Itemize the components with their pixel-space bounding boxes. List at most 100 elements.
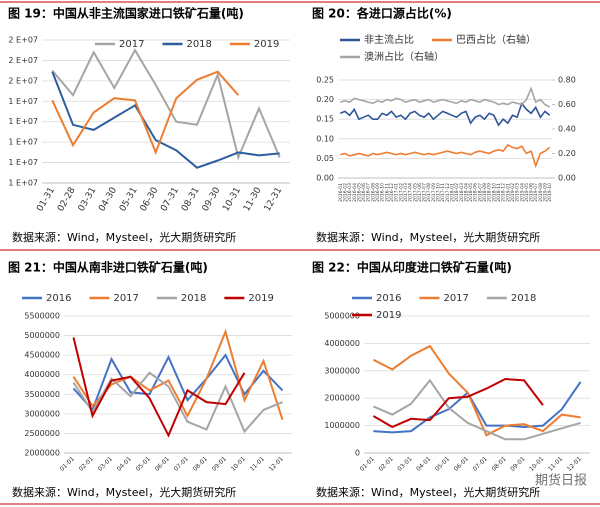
series-line xyxy=(372,377,544,429)
watermark: 期货日报 xyxy=(535,473,587,489)
x-tick-label: 2019-10 xyxy=(547,183,553,202)
x-tick-label: 04-01 xyxy=(116,455,133,472)
legend-label: 2017 xyxy=(119,39,144,50)
y-tick-label: 0.05 xyxy=(316,154,334,163)
x-tick-label: 06-01 xyxy=(154,455,171,472)
y-tick-label: 0.20 xyxy=(316,95,334,104)
chart-title: 图 19：中国从非主流国家进口铁矿石量(吨) xyxy=(8,6,244,21)
y-tick-label: 5000000 xyxy=(24,331,60,340)
y2-tick-label: 0.40 xyxy=(558,125,576,134)
legend-label: 2019 xyxy=(254,39,279,50)
y-tick-label: 0.00 xyxy=(316,174,334,183)
series-line xyxy=(51,71,280,169)
x-tick-label: 2017-08 xyxy=(426,183,432,202)
x-tick-label: 2017-07 xyxy=(422,183,428,202)
x-tick-label: 10-01 xyxy=(230,455,247,472)
x-tick-label: 2016-09 xyxy=(375,183,381,202)
x-tick-label: 10-01 xyxy=(528,455,545,472)
x-tick-label: 09-30 xyxy=(201,186,223,214)
x-tick-label: 2019-05 xyxy=(524,183,530,202)
legend-label: 2016 xyxy=(46,293,71,304)
x-tick-label: 2018-04 xyxy=(463,183,469,202)
series-line xyxy=(372,344,581,437)
series-line xyxy=(51,48,281,161)
series-line xyxy=(72,371,283,434)
chart-title: 图 20：各进口源占比(%) xyxy=(312,6,452,21)
series-line xyxy=(373,378,581,441)
x-tick-label: 03-01 xyxy=(396,455,413,472)
chart-title: 图 22：中国从印度进口铁矿石量(吨) xyxy=(312,260,512,275)
x-tick-label: 2017-03 xyxy=(403,183,409,202)
x-tick-label: 03-31 xyxy=(77,186,99,214)
x-tick-label: 2019-08 xyxy=(538,183,544,202)
legend-label: 2019 xyxy=(376,310,401,321)
y-tick-label: 5500000 xyxy=(24,312,60,321)
series-line xyxy=(340,86,551,108)
x-tick-label: 07-01 xyxy=(472,455,489,472)
x-tick-label: 2018-02 xyxy=(454,183,460,202)
x-tick-label: 2019-03 xyxy=(515,183,521,202)
x-tick-label: 2019-09 xyxy=(543,183,549,202)
y-tick-label: 4500000 xyxy=(24,351,60,360)
y-tick-label: 2000000 xyxy=(24,449,60,458)
y-tick-label: 1 E+07 xyxy=(8,138,38,147)
x-tick-label: 2018-05 xyxy=(468,183,474,202)
y-tick-label: 2 E+07 xyxy=(8,36,38,45)
x-tick-label: 06-30 xyxy=(139,186,161,214)
y-tick-label: 5000000 xyxy=(324,312,360,321)
x-tick-label: 03-01 xyxy=(97,455,114,472)
legend-label: 巴西占比（右轴） xyxy=(456,33,536,46)
x-tick-label: 2017-06 xyxy=(417,183,423,202)
x-tick-label: 2016-05 xyxy=(356,183,362,202)
x-tick-label: 07-31 xyxy=(159,186,181,214)
y-tick-label: 2 E+07 xyxy=(8,76,38,85)
series-line xyxy=(373,381,582,434)
y-tick-label: 0.15 xyxy=(316,115,334,124)
x-tick-label: 12-31 xyxy=(263,186,285,214)
y-tick-label: 0.25 xyxy=(316,76,334,85)
x-tick-label: 12-01 xyxy=(566,455,583,472)
series-line xyxy=(72,337,246,438)
x-tick-label: 2018-06 xyxy=(473,183,479,202)
y2-tick-label: 0.20 xyxy=(558,149,576,158)
y2-tick-label: 0.60 xyxy=(558,100,576,109)
y-tick-label: 1 E+07 xyxy=(8,117,38,126)
x-tick-label: 2017-12 xyxy=(445,183,451,202)
y-tick-label: 3500000 xyxy=(24,390,60,399)
x-tick-label: 05-31 xyxy=(118,186,140,214)
x-tick-label: 09-01 xyxy=(211,455,228,472)
y-tick-label: 1 E+07 xyxy=(8,97,38,106)
y-tick-label: 4000000 xyxy=(24,370,60,379)
y2-tick-label: 0.80 xyxy=(558,76,576,85)
y2-tick-label: 0.00 xyxy=(558,174,576,183)
x-tick-label: 2018-08 xyxy=(482,183,488,202)
x-tick-label: 01-31 xyxy=(35,186,57,214)
y-tick-label: 3000000 xyxy=(24,409,60,418)
y-tick-label: 2 E+07 xyxy=(8,56,38,65)
legend-label: 2017 xyxy=(113,293,138,304)
legend-label: 非主流占比 xyxy=(364,33,414,46)
x-tick-label: 2018-10 xyxy=(491,183,497,202)
x-tick-label: 2019-04 xyxy=(519,183,525,202)
legend-label: 2018 xyxy=(511,293,536,304)
x-tick-label: 10-31 xyxy=(221,186,243,214)
y-tick-label: 1000000 xyxy=(324,421,360,430)
x-tick-label: 2016-04 xyxy=(352,183,358,202)
y-tick-label: 0.10 xyxy=(316,134,334,143)
y-tick-label: 2000000 xyxy=(324,394,360,403)
y-tick-label: 2500000 xyxy=(24,429,60,438)
x-tick-label: 07-01 xyxy=(173,455,190,472)
x-tick-label: 2018-01 xyxy=(449,183,455,202)
source-note: 数据来源：Wind，Mysteel，光大期货研究所 xyxy=(316,230,540,244)
chart-title: 图 21：中国从南非进口铁矿石量(吨) xyxy=(8,260,208,275)
x-tick-label: 2016-01 xyxy=(338,183,344,202)
x-tick-label: 2016-10 xyxy=(380,183,386,202)
x-tick-label: 06-01 xyxy=(453,455,470,472)
x-tick-label: 2019-06 xyxy=(529,183,535,202)
x-tick-label: 08-01 xyxy=(490,455,507,472)
x-tick-label: 2016-12 xyxy=(389,183,395,202)
x-tick-label: 02-01 xyxy=(377,455,394,472)
source-note: 数据来源：Wind，Mysteel，光大期货研究所 xyxy=(316,485,540,499)
legend-label: 2018 xyxy=(181,293,206,304)
x-tick-label: 04-30 xyxy=(97,186,119,214)
